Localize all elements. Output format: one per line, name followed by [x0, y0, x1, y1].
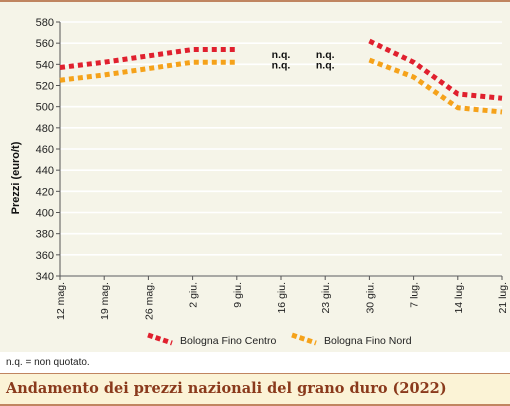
- y-tick-label: 580: [36, 17, 54, 29]
- footnote: n.q. = non quotato.: [6, 357, 90, 368]
- annotations: n.q. n.q.n.q. n.q.: [272, 49, 335, 72]
- x-tick-label: 26 mag.: [143, 282, 155, 320]
- x-tick-label: 16 giu.: [276, 282, 288, 314]
- nq-annotation: n.q.: [316, 49, 335, 61]
- x-tick-label: 2 giu.: [188, 282, 200, 308]
- y-tick-label: 440: [36, 165, 54, 177]
- y-tick-label: 480: [36, 123, 54, 135]
- x-tick-label: 21 lug.: [497, 282, 509, 314]
- nq-annotation: n.q.: [272, 49, 291, 61]
- x-tick-label: 30 giu.: [364, 282, 376, 314]
- y-tick-label: 560: [36, 38, 54, 50]
- axes: [56, 21, 503, 280]
- x-tick-label: 7 lug.: [409, 282, 421, 308]
- x-tick-label: 19 mag.: [99, 282, 111, 320]
- x-tick-label: 9 giu.: [232, 282, 244, 308]
- y-tick-label: 460: [36, 144, 54, 156]
- legend-swatch: [291, 332, 317, 346]
- legend-label: Bologna Fino Centro: [180, 335, 276, 347]
- nq-annotation: n.q.: [272, 59, 291, 71]
- series-bologna-fino-centro: [59, 38, 503, 101]
- series-line: [59, 47, 237, 70]
- legend: Bologna Fino Centro Bologna Fino Nord: [147, 332, 412, 347]
- x-tick-label: 14 lug.: [453, 282, 465, 314]
- title-banner: Andamento dei prezzi nazionali del grano…: [0, 373, 510, 406]
- y-tick-label: 500: [36, 102, 54, 114]
- chart-title: Andamento dei prezzi nazionali del grano…: [6, 380, 447, 397]
- nq-annotation: n.q.: [316, 59, 335, 71]
- y-tick-label: 400: [36, 208, 54, 220]
- chart-area: 340 360 380 400 420 440 460 480 500 520 540 560 580 …: [0, 0, 510, 352]
- series-line: [368, 57, 503, 115]
- x-tick-labels: 12 mag. 19 mag. 26 mag. 2 giu. 9 giu. 16 giu.…: [55, 282, 509, 320]
- series-line: [59, 59, 237, 83]
- legend-label: Bologna Fino Nord: [324, 335, 412, 347]
- y-tick-label: 520: [36, 81, 54, 93]
- x-tick-label: 23 giu.: [320, 282, 332, 314]
- y-tick-label: 380: [36, 229, 54, 241]
- y-tick-label: 420: [36, 186, 54, 198]
- line-chart: 340360380400420440460480500520540560580 …: [10, 17, 509, 347]
- y-tick-label: 340: [36, 271, 54, 283]
- y-tick-labels: 340 360 380 400 420 440 460 480 500 520 540 560 580: [36, 17, 54, 283]
- series-lines: [59, 38, 503, 115]
- y-tick-label: 540: [36, 59, 54, 71]
- x-tick-label: 12 mag.: [55, 282, 67, 320]
- legend-swatch: [147, 332, 173, 346]
- series-line: [368, 38, 503, 101]
- series-bologna-fino-nord: [59, 57, 503, 115]
- y-tick-label: 360: [36, 250, 54, 262]
- y-axis-label: Prezzi (euro/t): [10, 141, 22, 214]
